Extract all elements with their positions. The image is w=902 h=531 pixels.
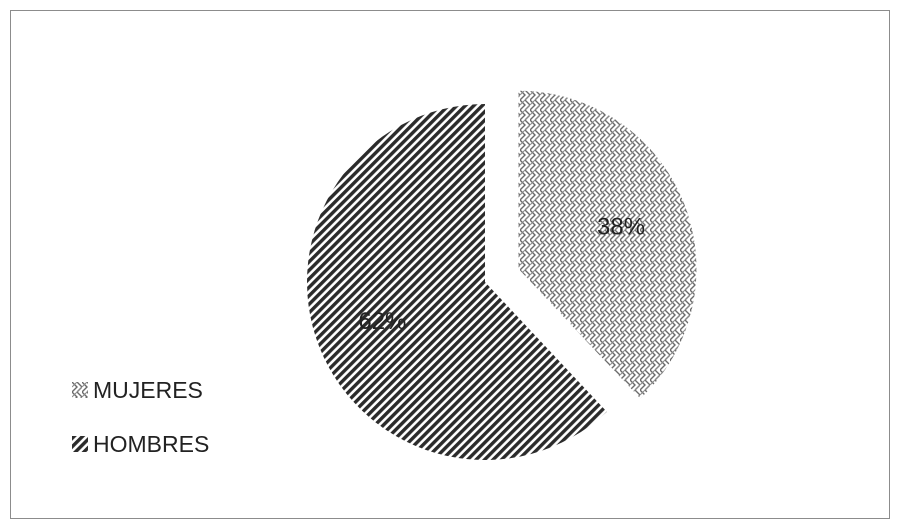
legend-label-hombres: HOMBRES: [93, 430, 210, 457]
data-label-mujeres: 38%: [597, 213, 645, 240]
legend-item-mujeres: MUJERES: [72, 372, 209, 408]
pie-slice-hombres: [307, 104, 607, 460]
pie-slice-mujeres: [518, 90, 697, 399]
legend-item-hombres: HOMBRES: [72, 426, 209, 462]
pie-data-labels: 38% 62%: [358, 213, 645, 335]
legend-swatch-diagonal-icon: [72, 436, 88, 452]
legend-label-mujeres: MUJERES: [93, 376, 203, 403]
legend-swatch-weave-icon: [72, 382, 88, 398]
data-label-hombres: 62%: [358, 308, 406, 335]
legend: MUJERES HOMBRES: [72, 372, 209, 480]
pie-slices: [307, 90, 697, 460]
